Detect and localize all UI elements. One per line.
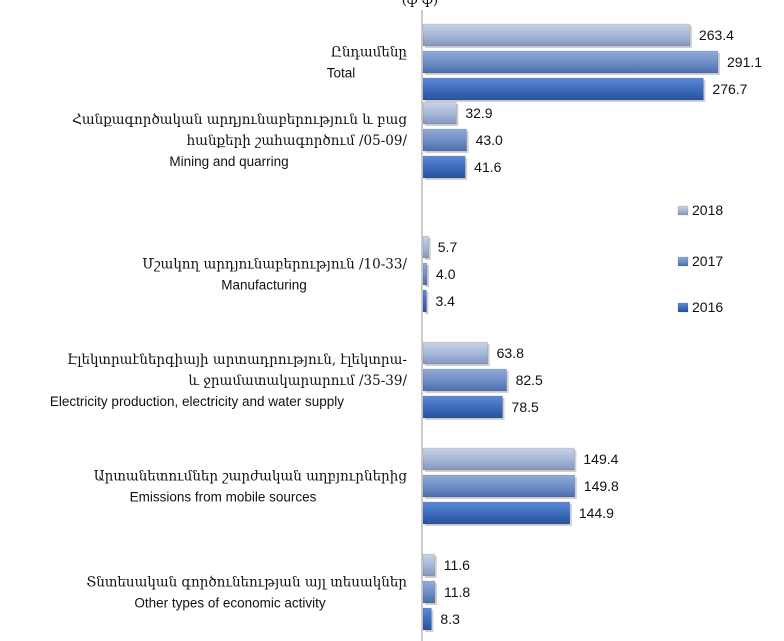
bar-2016-3 bbox=[422, 395, 503, 419]
data-label-2017-0: 291.1 bbox=[727, 54, 762, 70]
bar-2016-0 bbox=[422, 77, 704, 101]
data-label-2016-3: 78.5 bbox=[512, 399, 539, 415]
data-label-2016-5: 8.3 bbox=[440, 611, 460, 627]
category-label-5-0: Տնտեսական գործունեության այլ տեսակներ bbox=[86, 575, 407, 591]
category-label-0-0: Ընդամենը bbox=[331, 45, 407, 61]
bar-2016-2 bbox=[422, 289, 427, 313]
chart-title: (ֆ ֆ) bbox=[402, 0, 439, 8]
category-label-3-0: Էլեկտրաէներգիայի արտադրություն, էլեկտրա- bbox=[67, 352, 407, 368]
bar-2018-3 bbox=[422, 341, 488, 365]
category-label-3-1: և ջրամատակարարում /35-39/ bbox=[188, 373, 407, 389]
category-label-1-2: Mining and quarring bbox=[169, 154, 288, 169]
data-label-2017-5: 11.8 bbox=[444, 584, 470, 600]
legend-swatch-2017 bbox=[677, 256, 689, 267]
legend-swatch-2016 bbox=[677, 302, 689, 313]
bar-2017-2 bbox=[422, 262, 428, 286]
category-label-2-1: Manufacturing bbox=[221, 278, 307, 293]
bar-2016-5 bbox=[422, 607, 432, 631]
legend-label-2017: 2017 bbox=[692, 253, 723, 269]
bar-2018-5 bbox=[422, 553, 436, 577]
category-label-0-1: Total bbox=[327, 66, 356, 81]
data-label-2018-5: 11.6 bbox=[444, 557, 470, 573]
bar-2017-5 bbox=[422, 580, 436, 604]
legend-label-2016: 2016 bbox=[692, 299, 723, 315]
data-label-2017-4: 149.8 bbox=[584, 478, 619, 494]
bar-2018-0 bbox=[422, 23, 691, 47]
data-label-2017-2: 4.0 bbox=[436, 266, 456, 282]
category-label-1-1: հանքերի շահագործում /05-09/ bbox=[187, 133, 408, 149]
bar-2016-1 bbox=[422, 155, 466, 179]
bar-2018-4 bbox=[422, 447, 575, 471]
bar-2017-1 bbox=[422, 128, 467, 152]
data-label-2017-3: 82.5 bbox=[516, 372, 543, 388]
category-label-4-1: Emissions from mobile sources bbox=[130, 490, 317, 505]
legend-label-2018: 2018 bbox=[692, 202, 723, 218]
data-label-2018-4: 149.4 bbox=[583, 451, 618, 467]
bar-2016-4 bbox=[422, 501, 571, 525]
data-label-2018-3: 63.8 bbox=[497, 345, 524, 361]
data-label-2018-0: 263.4 bbox=[699, 27, 734, 43]
category-label-1-0: Հանքագործական արդյունաբերություն և բաց bbox=[72, 112, 407, 128]
bar-2017-4 bbox=[422, 474, 576, 498]
bar-2018-1 bbox=[422, 101, 457, 125]
legend-swatch-2018 bbox=[677, 205, 689, 216]
data-label-2016-2: 3.4 bbox=[435, 293, 455, 309]
data-label-2018-1: 32.9 bbox=[465, 105, 492, 121]
category-label-4-0: Արտանետումներ շարժական աղբյուրներից bbox=[94, 469, 408, 485]
bar-2017-0 bbox=[422, 50, 719, 74]
bar-shadow-2016-2 bbox=[425, 292, 429, 314]
data-label-2016-4: 144.9 bbox=[579, 505, 614, 521]
data-label-2016-0: 276.7 bbox=[712, 81, 747, 97]
category-label-5-1: Other types of economic activity bbox=[134, 596, 326, 611]
data-label-2016-1: 41.6 bbox=[474, 159, 501, 175]
category-label-2-0: Մշակող արդյունաբերություն /10-33/ bbox=[142, 257, 407, 273]
category-label-3-2: Electricity production, electricity and … bbox=[50, 394, 344, 409]
bar-2017-3 bbox=[422, 368, 507, 392]
data-label-2017-1: 43.0 bbox=[476, 132, 503, 148]
data-label-2018-2: 5.7 bbox=[438, 239, 458, 255]
bar-2018-2 bbox=[422, 235, 430, 259]
